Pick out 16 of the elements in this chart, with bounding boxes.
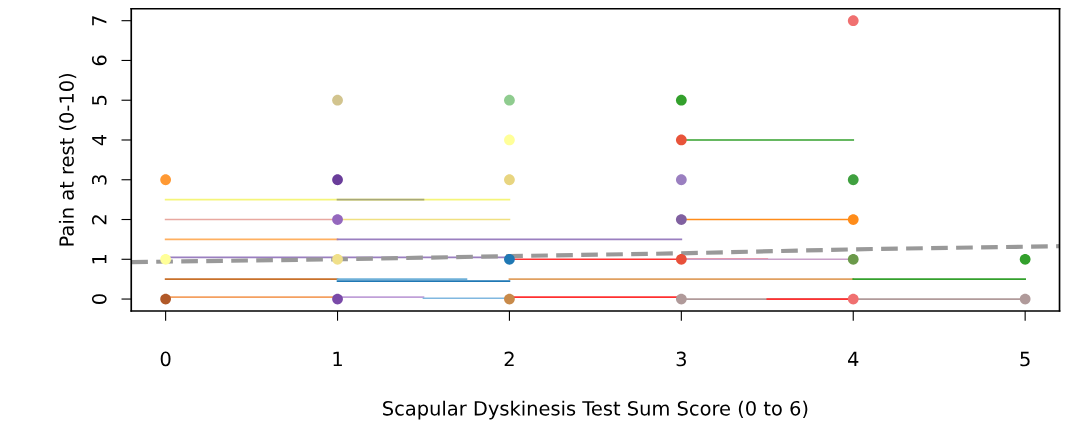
y-axis-title: Pain at rest (0-10) <box>58 73 77 246</box>
x-tick-label: 5 <box>1020 351 1030 367</box>
y-tick-label: 4 <box>92 134 107 146</box>
x-tick-label: 0 <box>160 351 171 367</box>
y-tick-label: 7 <box>92 16 107 26</box>
x-tick-label: 1 <box>333 351 342 367</box>
y-tick-label: 6 <box>91 55 107 66</box>
y-tick-label: 3 <box>91 175 107 185</box>
x-axis-title: Scapular Dyskinesis Test Sum Score (0 to 6) <box>383 400 808 420</box>
y-tick-label: 0 <box>91 294 107 304</box>
y-tick-label: 1 <box>92 254 107 264</box>
x-tick-label: 2 <box>504 351 514 367</box>
y-tick-label: 2 <box>91 215 107 225</box>
y-tick-label: 5 <box>92 95 107 105</box>
x-tick-label: 4 <box>848 351 859 367</box>
x-tick-label: 3 <box>676 351 686 367</box>
